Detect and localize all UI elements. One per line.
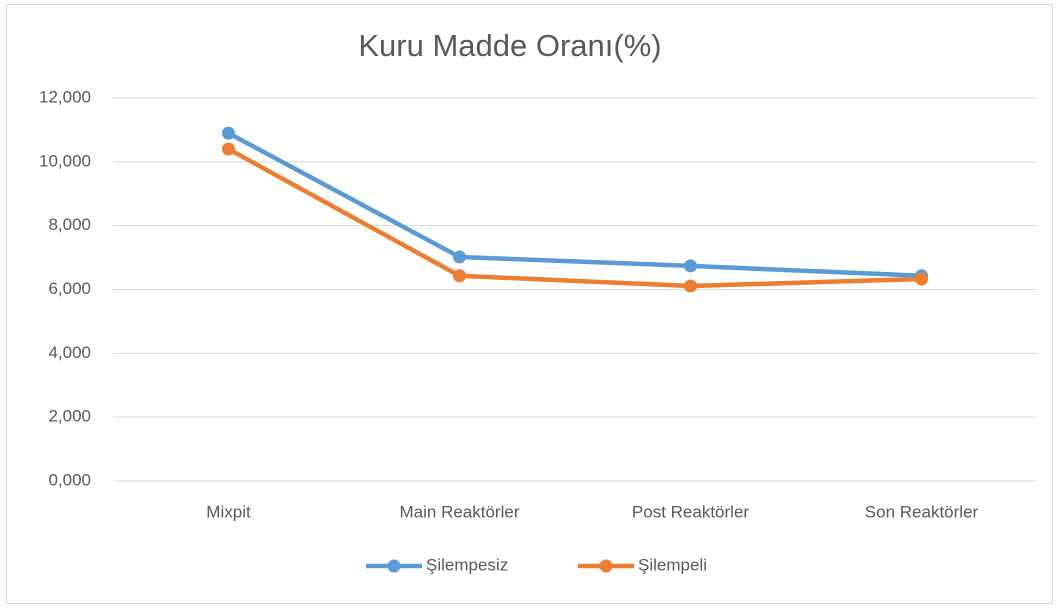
series-line bbox=[226, 130, 924, 279]
y-tick-label: 12,000 bbox=[39, 87, 91, 106]
y-tick-label: 6,000 bbox=[48, 279, 91, 298]
series-line bbox=[226, 146, 924, 289]
legend-label: Şilempeli bbox=[638, 555, 707, 574]
legend-label: Şilempesiz bbox=[426, 555, 508, 574]
data-point bbox=[453, 269, 466, 283]
x-tick-label: Mixpit bbox=[206, 502, 251, 521]
data-point bbox=[684, 279, 697, 293]
y-tick-label: 2,000 bbox=[48, 407, 91, 426]
y-tick-label: 10,000 bbox=[39, 151, 91, 170]
data-point bbox=[915, 272, 928, 286]
data-point bbox=[453, 250, 466, 264]
y-tick-label: 0,000 bbox=[48, 470, 91, 489]
legend-marker bbox=[387, 559, 401, 573]
y-tick-label: 8,000 bbox=[48, 215, 91, 234]
chart-title: Kuru Madde Oranı(%) bbox=[358, 28, 661, 63]
x-tick-label: Main Reaktörler bbox=[400, 502, 520, 521]
data-point bbox=[222, 142, 235, 156]
x-tick-label: Post Reaktörler bbox=[632, 502, 749, 521]
chart-border bbox=[6, 4, 1053, 604]
legend-marker bbox=[599, 559, 613, 573]
data-point bbox=[222, 126, 235, 140]
y-tick-label: 4,000 bbox=[48, 343, 91, 362]
data-point bbox=[684, 259, 697, 273]
x-tick-label: Son Reaktörler bbox=[865, 502, 979, 521]
